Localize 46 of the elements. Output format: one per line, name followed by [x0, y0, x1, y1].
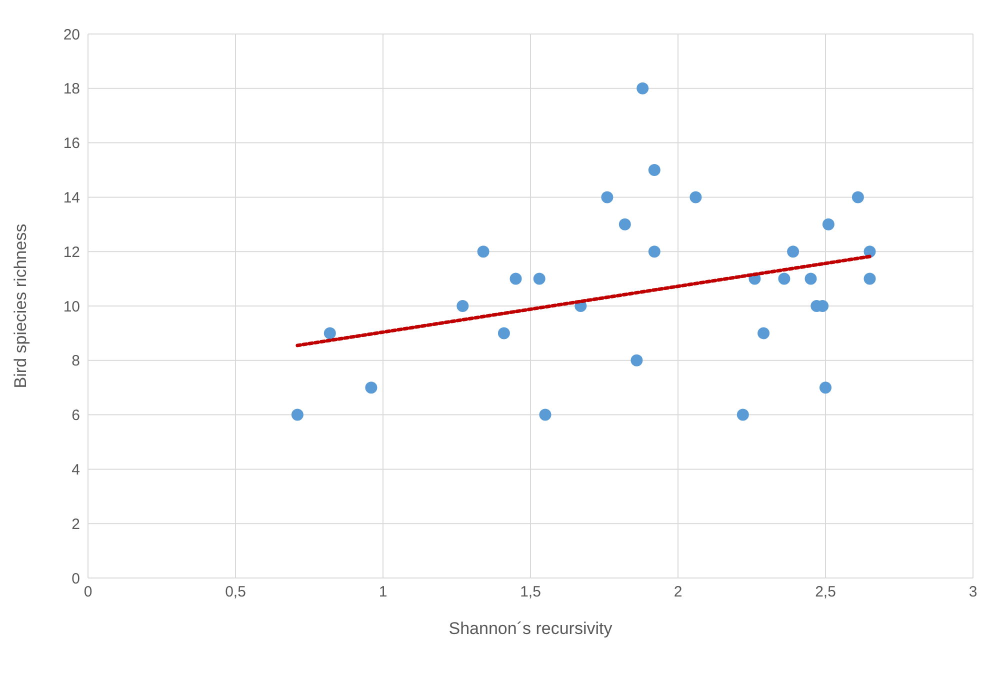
point: [820, 382, 832, 394]
point: [630, 354, 643, 366]
point: [477, 246, 490, 258]
y-axis-title: Bird spiecies richness: [11, 224, 30, 388]
x-tick-label: 3: [968, 584, 978, 601]
x-tick-label: 1,5: [520, 584, 541, 601]
point: [533, 272, 546, 285]
point: [648, 246, 660, 258]
y-tick-label: 20: [63, 26, 80, 44]
point: [804, 272, 817, 285]
point: [736, 408, 749, 421]
x-tick-label: 2: [674, 584, 682, 601]
x-axis-title: Shannon´s recursivity: [448, 619, 613, 638]
point: [365, 382, 378, 394]
point: [648, 164, 660, 176]
point: [787, 246, 800, 258]
point: [864, 246, 876, 258]
point: [324, 327, 336, 340]
point: [636, 82, 649, 94]
x-tick-label: 0: [84, 584, 92, 601]
y-tick-label: 12: [63, 244, 80, 261]
point: [601, 191, 614, 204]
y-tick-label: 18: [63, 80, 80, 98]
y-tick-label: 16: [63, 135, 80, 152]
point: [618, 218, 631, 230]
y-tick-label: 14: [63, 190, 80, 207]
point: [510, 272, 522, 285]
x-tick-label: 0,5: [225, 584, 246, 601]
point: [822, 218, 834, 230]
point: [498, 327, 510, 340]
point: [291, 408, 304, 421]
y-tick-label: 4: [72, 462, 80, 479]
point: [758, 327, 770, 340]
point: [864, 272, 876, 285]
y-tick-label: 6: [72, 407, 80, 424]
y-tick-label: 0: [72, 570, 80, 588]
point: [778, 272, 790, 285]
y-tick-label: 8: [72, 352, 80, 370]
point: [539, 408, 552, 421]
x-tick-label: 2,5: [815, 584, 836, 601]
y-tick-label: 2: [72, 516, 80, 533]
point: [852, 191, 864, 204]
y-tick-label: 10: [63, 298, 80, 316]
point: [690, 191, 702, 204]
point: [456, 300, 469, 312]
x-tick-label: 1: [378, 584, 388, 601]
